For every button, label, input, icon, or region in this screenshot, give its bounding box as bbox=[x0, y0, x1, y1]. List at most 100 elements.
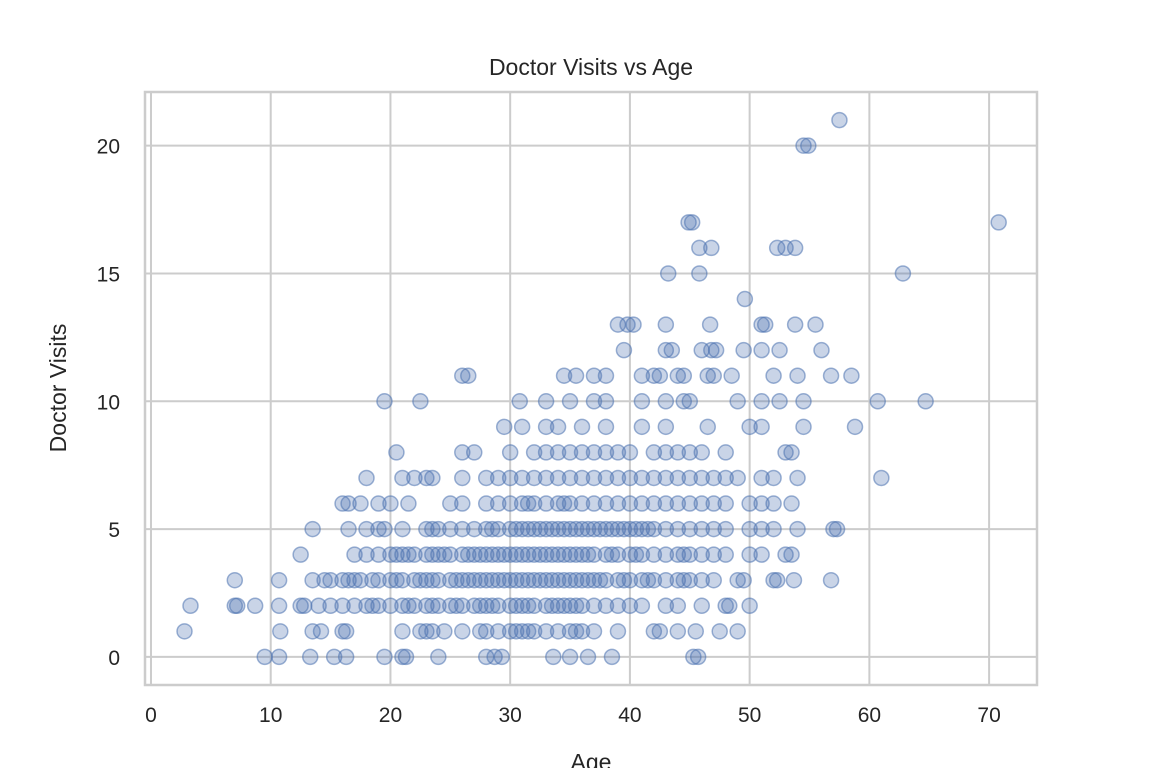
data-point bbox=[418, 469, 435, 487]
data-point bbox=[519, 623, 537, 640]
data-point bbox=[573, 597, 591, 615]
data-point bbox=[466, 546, 483, 563]
data-point bbox=[483, 597, 501, 615]
data-point bbox=[657, 495, 675, 512]
data-point bbox=[675, 546, 693, 563]
data-point bbox=[741, 495, 758, 512]
data-point bbox=[442, 597, 459, 615]
data-point bbox=[525, 520, 543, 538]
data-point bbox=[525, 571, 543, 589]
data-point bbox=[869, 393, 887, 410]
data-point bbox=[424, 546, 441, 563]
y-tick-label: 15 bbox=[97, 263, 120, 286]
grid bbox=[145, 92, 1037, 685]
data-point bbox=[400, 597, 417, 615]
data-point bbox=[597, 546, 615, 563]
data-point bbox=[573, 623, 591, 640]
data-point bbox=[370, 495, 387, 512]
data-point bbox=[394, 520, 411, 538]
data-point bbox=[513, 571, 531, 589]
data-point bbox=[549, 520, 567, 538]
data-point bbox=[226, 571, 244, 589]
data-point bbox=[573, 418, 591, 436]
data-point bbox=[721, 597, 738, 615]
data-point bbox=[477, 495, 495, 512]
data-point bbox=[304, 520, 321, 538]
data-point bbox=[370, 597, 387, 615]
data-point bbox=[615, 520, 633, 538]
data-point bbox=[555, 597, 573, 615]
data-point bbox=[693, 520, 711, 538]
data-point bbox=[340, 520, 357, 538]
data-point bbox=[683, 214, 701, 231]
data-point bbox=[639, 571, 657, 589]
data-point bbox=[603, 648, 621, 666]
data-point bbox=[382, 495, 399, 512]
data-point bbox=[430, 571, 447, 589]
data-point bbox=[525, 597, 543, 615]
data-point bbox=[691, 265, 708, 282]
data-point bbox=[493, 648, 511, 666]
data-point bbox=[633, 469, 651, 487]
data-point bbox=[691, 239, 708, 257]
data-point bbox=[657, 597, 675, 615]
data-point bbox=[358, 520, 375, 538]
data-point bbox=[603, 546, 621, 563]
data-point bbox=[633, 571, 651, 589]
data-point bbox=[418, 520, 435, 538]
data-point bbox=[352, 571, 369, 589]
data-point bbox=[561, 571, 579, 589]
data-point bbox=[681, 546, 699, 563]
data-point bbox=[753, 469, 770, 487]
data-point bbox=[669, 571, 687, 589]
data-point bbox=[657, 341, 675, 359]
data-point bbox=[783, 546, 800, 563]
data-point bbox=[549, 469, 567, 487]
data-point bbox=[585, 495, 603, 512]
data-point bbox=[705, 469, 722, 487]
data-point bbox=[591, 520, 609, 538]
data-point bbox=[513, 418, 531, 436]
data-point bbox=[272, 623, 289, 640]
data-point bbox=[597, 520, 615, 538]
data-point bbox=[477, 546, 495, 563]
data-point bbox=[513, 597, 531, 615]
data-point bbox=[537, 597, 555, 615]
data-point bbox=[675, 393, 693, 410]
data-point bbox=[549, 495, 567, 512]
data-point bbox=[483, 546, 501, 563]
data-point bbox=[645, 623, 663, 640]
data-point bbox=[735, 341, 752, 359]
data-point bbox=[489, 520, 507, 538]
data-point bbox=[657, 546, 675, 563]
data-point bbox=[828, 520, 846, 538]
data-point bbox=[633, 367, 651, 384]
data-points bbox=[176, 111, 1007, 666]
data-point bbox=[442, 546, 459, 563]
data-point bbox=[585, 469, 603, 487]
data-point bbox=[597, 418, 615, 436]
data-point bbox=[424, 597, 441, 615]
data-point bbox=[501, 444, 519, 461]
data-point bbox=[483, 571, 501, 589]
data-point bbox=[382, 546, 399, 563]
data-point bbox=[765, 367, 782, 384]
data-point bbox=[304, 623, 321, 640]
data-point bbox=[519, 597, 537, 615]
data-point bbox=[621, 520, 639, 538]
data-point bbox=[519, 520, 537, 538]
data-point bbox=[507, 623, 525, 640]
data-point bbox=[765, 520, 782, 538]
data-point bbox=[741, 520, 758, 538]
data-point bbox=[483, 520, 501, 538]
data-point bbox=[633, 495, 651, 512]
data-point bbox=[645, 495, 663, 512]
data-point bbox=[585, 444, 603, 461]
data-point bbox=[621, 597, 639, 615]
data-point bbox=[615, 571, 633, 589]
data-point bbox=[312, 623, 330, 640]
x-tick-label: 20 bbox=[379, 704, 402, 727]
y-tick-label: 20 bbox=[97, 136, 120, 159]
data-point bbox=[270, 597, 288, 615]
data-point bbox=[567, 520, 585, 538]
